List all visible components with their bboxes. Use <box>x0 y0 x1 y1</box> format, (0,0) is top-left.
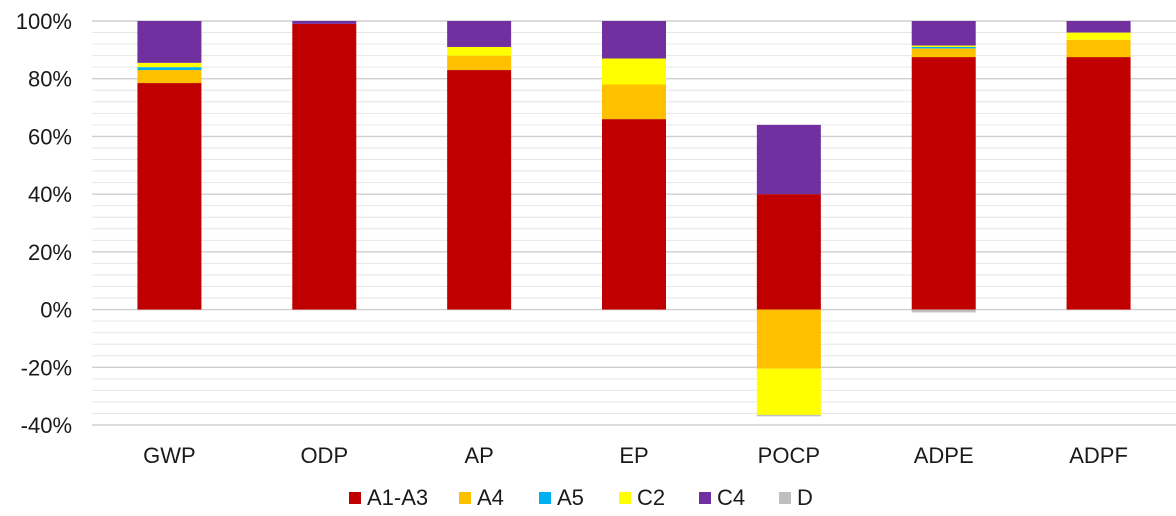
bar-segment-d-pocp <box>756 414 821 417</box>
bar-segment-a4-ep <box>602 84 666 120</box>
legend-label: C4 <box>717 485 745 510</box>
bar-segment-a1-a3-odp <box>292 23 357 310</box>
bar-segment-c2-adpe <box>911 45 976 47</box>
y-tick-label: 60% <box>28 124 72 149</box>
legend-swatch <box>349 492 361 504</box>
bar-segment-a1-a3-ep <box>602 119 666 310</box>
y-tick-label: -20% <box>21 355 72 380</box>
bar-segment-c4-ap <box>447 21 512 47</box>
bar-segment-c2-pocp <box>756 368 821 415</box>
bar-segment-a4-adpe <box>911 48 976 58</box>
legend-swatch <box>459 492 471 504</box>
bar-segment-c4-gwp <box>137 21 202 63</box>
x-category-label: POCP <box>758 443 820 468</box>
bar-segment-c4-ep <box>602 21 666 59</box>
y-axis-tick-labels: -40% -20% 0% 20% 40% 60% 80% 100% <box>16 9 72 438</box>
bar-segment-a5-adpe <box>911 46 976 49</box>
legend-label: A5 <box>557 485 584 510</box>
x-axis-category-labels: GWP ODP AP EP POCP ADPE ADPF <box>143 443 1128 468</box>
legend: A1-A3 A4 A5 C2 C4 D <box>349 485 813 510</box>
bar-segment-c2-ap <box>447 46 512 56</box>
x-category-label: AP <box>464 443 493 468</box>
y-tick-label: 20% <box>28 240 72 265</box>
x-category-label: EP <box>619 443 648 468</box>
bar-segment-a1-a3-gwp <box>137 83 202 310</box>
bar-segment-a1-a3-adpe <box>911 57 976 310</box>
legend-swatch <box>699 492 711 504</box>
x-category-label: ODP <box>300 443 348 468</box>
legend-label: A1-A3 <box>367 485 428 510</box>
y-tick-label: 40% <box>28 182 72 207</box>
bar-segment-c4-pocp <box>756 124 821 195</box>
legend-swatch <box>539 492 551 504</box>
bar-segment-a1-a3-ap <box>447 70 512 310</box>
y-tick-label: -40% <box>21 413 72 438</box>
bar-segment-a4-adpf <box>1066 39 1131 58</box>
y-tick-label: 0% <box>40 298 72 323</box>
bar-segment-c4-adpf <box>1066 21 1131 33</box>
bar-segment-a4-gwp <box>137 70 202 84</box>
bar-segment-a5-gwp <box>137 67 202 71</box>
bar-segment-a1-a3-pocp <box>756 194 821 310</box>
bar-segment-c2-adpf <box>1066 32 1131 40</box>
legend-swatch <box>779 492 791 504</box>
bar-segment-c2-gwp <box>137 62 202 68</box>
bar-segment-c2-ep <box>602 58 666 85</box>
x-category-label: ADPF <box>1069 443 1128 468</box>
legend-swatch <box>619 492 631 504</box>
bar-segment-a4-ap <box>447 55 512 71</box>
y-tick-label: 80% <box>28 67 72 92</box>
legend-label: D <box>797 485 813 510</box>
bar-segment-d-adpe <box>911 309 976 313</box>
legend-label: A4 <box>477 485 504 510</box>
bar-segment-a4-pocp <box>756 309 821 369</box>
bars <box>137 21 1131 417</box>
bar-segment-a1-a3-adpf <box>1066 57 1131 310</box>
legend-label: C2 <box>637 485 665 510</box>
bar-segment-c4-odp <box>292 21 357 24</box>
x-category-label: ADPE <box>914 443 974 468</box>
bar-segment-c4-adpe <box>911 21 976 46</box>
y-tick-label: 100% <box>16 9 72 34</box>
x-category-label: GWP <box>143 443 196 468</box>
